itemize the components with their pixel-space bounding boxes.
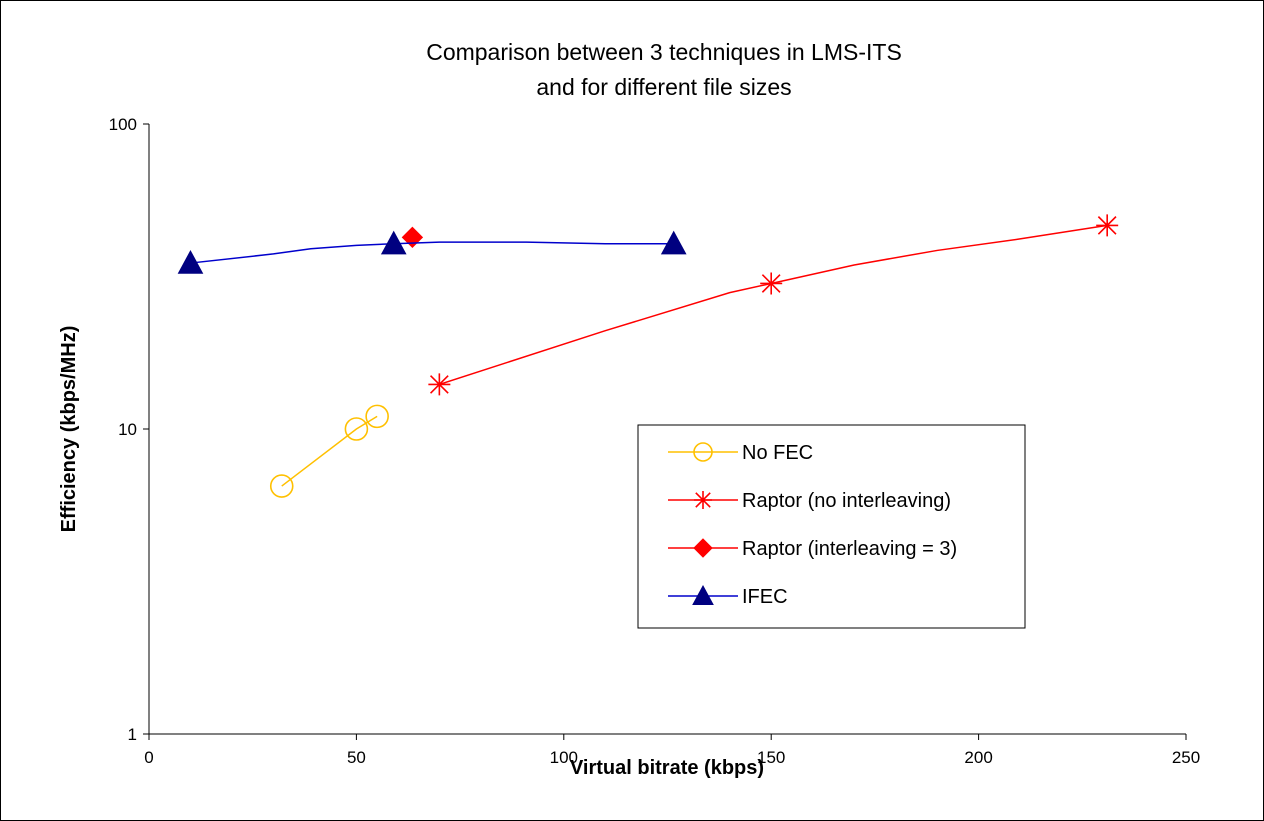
- data-point: [428, 373, 451, 396]
- legend-entry: Raptor (no interleaving): [668, 490, 951, 512]
- series-line: [190, 241, 674, 264]
- data-point: [177, 250, 204, 274]
- x-tick-label: 100: [550, 748, 578, 767]
- data-point: [1096, 214, 1119, 237]
- legend-label: Raptor (interleaving = 3): [742, 538, 957, 560]
- legend-marker: [693, 538, 713, 558]
- chart-title-line-2: and for different file sizes: [536, 74, 791, 100]
- series-line: [281, 415, 378, 487]
- plot-area: [177, 214, 1119, 498]
- series-raptor-no-interleaving: [428, 214, 1119, 396]
- chart-title-line-1: Comparison between 3 techniques in LMS-I…: [426, 39, 902, 65]
- x-tick-label: 50: [347, 748, 366, 767]
- series-raptor-interleaving-3: [401, 226, 424, 249]
- ticks: 0 50 100 150 200 250 1 10 100: [109, 115, 1201, 767]
- data-point: [660, 230, 687, 255]
- x-tick-label: 150: [757, 748, 785, 767]
- x-tick-label: 200: [964, 748, 992, 767]
- legend-marker: [693, 442, 713, 462]
- data-point: [344, 417, 369, 441]
- data-point: [380, 230, 407, 255]
- legend-label: Raptor (no interleaving): [742, 490, 951, 512]
- series-line: [439, 224, 1108, 386]
- data-point: [269, 474, 294, 498]
- legend-marker: [694, 491, 712, 509]
- legend-box: [637, 424, 1026, 629]
- series-ifec: [177, 230, 687, 274]
- legend-label: IFEC: [742, 586, 788, 608]
- series-no-fec: [269, 404, 389, 498]
- data-point: [401, 226, 424, 249]
- data-point: [365, 404, 389, 429]
- y-tick-label: 10: [118, 420, 137, 439]
- legend-entry: Raptor (interleaving = 3): [668, 538, 957, 560]
- x-tick-label: 0: [144, 748, 153, 767]
- y-tick-label: 100: [109, 115, 137, 134]
- data-point: [760, 272, 783, 295]
- legend: No FEC Raptor (no interleaving) Raptor (in…: [637, 424, 1026, 629]
- x-tick-label: 250: [1172, 748, 1200, 767]
- legend-marker: [692, 584, 714, 605]
- y-axis-label: Efficiency (kbps/MHz): [58, 326, 80, 533]
- chart-title: Comparison between 3 techniques in LMS-I…: [426, 39, 902, 100]
- y-tick-label: 1: [128, 725, 137, 744]
- legend-entry: IFEC: [668, 584, 788, 608]
- legend-entry: No FEC: [668, 442, 813, 464]
- x-axis-label: Virtual bitrate (kbps): [570, 757, 764, 779]
- legend-label: No FEC: [742, 442, 813, 464]
